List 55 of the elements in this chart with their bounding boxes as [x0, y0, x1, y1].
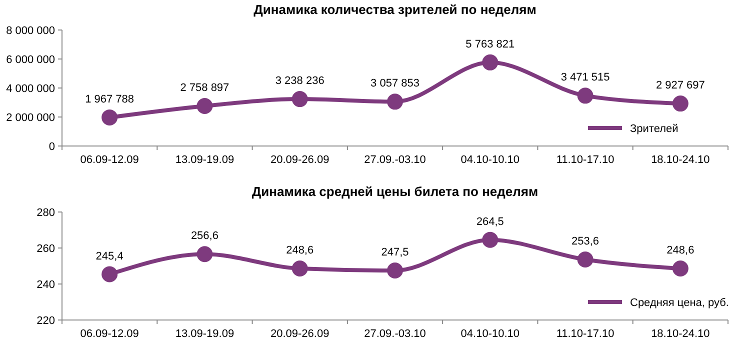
point	[292, 91, 308, 108]
legend-label: Средняя цена, руб.	[630, 297, 729, 309]
x-tick-label: 20.09-26.09	[270, 154, 330, 166]
data-label: 1 967 788	[85, 93, 134, 106]
data-label: 3 471 515	[560, 72, 610, 84]
data-label: 256,6	[190, 230, 218, 242]
x-tick-label: 04.10-10.10	[460, 328, 520, 340]
x-tick-label: 06.09-12.09	[80, 154, 139, 166]
point	[482, 54, 498, 70]
point	[292, 260, 308, 277]
point	[102, 266, 118, 282]
data-label: 247,5	[381, 246, 409, 258]
data-label: 264,5	[476, 216, 504, 228]
x-tick-label: 27.09.-03.10	[364, 328, 426, 340]
data-label: 5 763 821	[466, 38, 515, 50]
x-tick-label: 11.10-17.10	[556, 328, 614, 340]
point	[577, 252, 594, 268]
data-label: 3 057 853	[370, 78, 420, 90]
x-tick-label: 20.09-26.09	[270, 328, 330, 340]
y-tick-label: 4 000 000	[6, 83, 55, 95]
point	[672, 96, 688, 112]
x-tick-label: 13.09-19.09	[175, 328, 234, 340]
y-tick-label: 240	[36, 279, 55, 291]
point	[102, 109, 118, 126]
legend-label: Зрителей	[630, 123, 678, 135]
point	[672, 260, 688, 277]
data-label: 2 927 697	[656, 80, 705, 92]
data-label: 2 758 897	[180, 82, 230, 94]
y-tick-label: 0	[48, 141, 55, 153]
x-tick-label: 18.10-24.10	[651, 328, 710, 340]
y-tick-label: 8 000 000	[6, 25, 55, 37]
chart-title: Динамика количества зрителей по неделям	[254, 2, 536, 17]
y-tick-label: 280	[36, 207, 55, 219]
x-tick-label: 04.10-10.10	[460, 154, 520, 166]
y-tick-label: 6 000 000	[6, 54, 55, 66]
x-tick-label: 06.09-12.09	[80, 328, 139, 340]
chart-title: Динамика средней цены билета по неделям	[252, 184, 538, 199]
point	[196, 246, 213, 262]
point	[482, 232, 498, 248]
data-label: 248,6	[286, 244, 314, 257]
y-tick-label: 220	[36, 315, 55, 327]
data-label: 248,6	[666, 244, 694, 257]
data-label: 253,6	[572, 236, 600, 248]
point	[387, 94, 403, 110]
data-label: 245,4	[96, 250, 124, 262]
point	[196, 98, 213, 114]
point	[387, 262, 403, 278]
x-tick-label: 13.09-19.09	[175, 154, 234, 166]
x-tick-label: 27.09.-03.10	[364, 154, 426, 166]
data-label: 3 238 236	[275, 75, 324, 88]
x-tick-label: 18.10-24.10	[651, 154, 710, 166]
y-tick-label: 2 000 000	[6, 112, 55, 124]
point	[577, 88, 594, 104]
y-tick-label: 260	[36, 243, 55, 255]
x-tick-label: 11.10-17.10	[556, 154, 614, 166]
